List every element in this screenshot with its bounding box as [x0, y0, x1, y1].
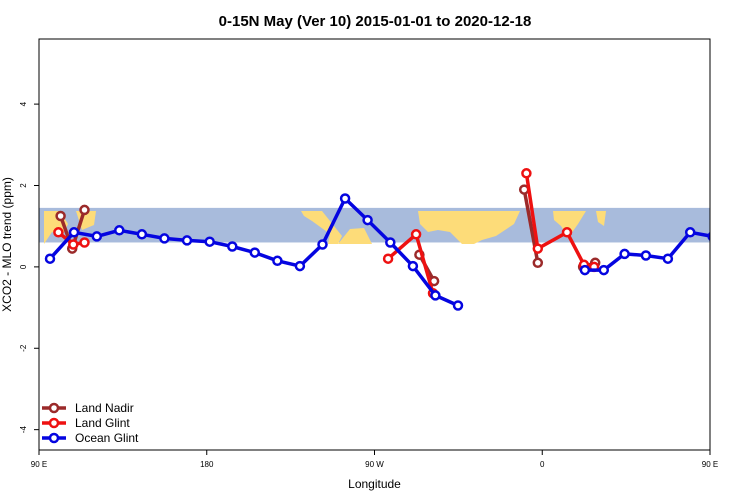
- land-nadir-point: [532, 257, 544, 269]
- ocean-glint-point: [181, 235, 193, 246]
- legend-label: Land Nadir: [75, 401, 134, 415]
- y-tick-label: -2: [19, 344, 28, 352]
- ocean-glint-point: [452, 300, 464, 311]
- ocean-glint-point: [430, 290, 441, 301]
- land-nadir-line: [732, 210, 750, 249]
- y-tick-label: 0: [19, 264, 28, 269]
- legend-marker: [48, 402, 60, 414]
- land-glint-point: [79, 237, 90, 248]
- y-axis-label: XCO2 - MLO trend (ppm): [0, 177, 14, 312]
- ocean-glint-point: [598, 264, 610, 276]
- land-glint-point: [561, 227, 573, 238]
- ocean-glint-point: [385, 237, 396, 248]
- land-glint-point: [521, 168, 532, 179]
- legend-label: Land Glint: [75, 416, 130, 430]
- ocean-glint-point: [249, 247, 261, 258]
- ocean-glint-point: [204, 236, 215, 247]
- x-tick-label: 180: [200, 460, 214, 469]
- chart-title: 0-15N May (Ver 10) 2015-01-01 to 2020-12…: [219, 13, 532, 30]
- ocean-glint-point: [579, 264, 591, 276]
- ocean-glint-point: [731, 226, 739, 234]
- x-axis-label: Longitude: [348, 477, 401, 491]
- series-ocean-glint: [44, 193, 739, 311]
- ocean-glint-point: [662, 253, 674, 264]
- y-tick-label: 4: [19, 101, 28, 106]
- ocean-glint-point: [407, 260, 419, 272]
- ocean-glint-point: [114, 225, 125, 236]
- legend-item-land-glint: Land Glint: [42, 416, 130, 430]
- legend-item-land-nadir: Land Nadir: [42, 401, 134, 415]
- x-tick-label: 90 E: [702, 460, 718, 469]
- land-nadir-point: [79, 204, 90, 216]
- ocean-glint-point: [272, 255, 283, 267]
- land-glint-line: [731, 188, 750, 243]
- x-tick-label: 90 E: [31, 460, 47, 469]
- ocean-glint-point: [68, 227, 80, 238]
- series-layer: [44, 168, 750, 311]
- y-axis: -4 -2 0 2 4: [19, 101, 39, 433]
- ocean-glint-point: [136, 229, 148, 240]
- land-indochina: [596, 211, 606, 226]
- y-tick-label: -4: [19, 426, 28, 434]
- land-india: [553, 211, 586, 238]
- ocean-glint-line: [583, 230, 710, 272]
- land-glint-point: [68, 239, 79, 250]
- ocean-glint-point: [362, 214, 373, 226]
- land-glint-point: [532, 243, 544, 254]
- ocean-glint-point: [91, 231, 103, 242]
- ocean-glint-point: [619, 248, 630, 260]
- plot-frame: [38, 38, 711, 451]
- ocean-glint-point: [227, 241, 238, 252]
- x-tick-label: 90 W: [365, 460, 384, 469]
- x-axis: 90 E 180 90 W 0 90 E: [31, 450, 718, 469]
- ocean-glint-point: [640, 250, 652, 261]
- land-glint-point: [382, 253, 394, 264]
- y-tick-label: 2: [19, 183, 28, 188]
- land-glint-point: [53, 227, 64, 238]
- land-nadir-point: [728, 216, 736, 224]
- land-south-america: [338, 228, 372, 244]
- ocean-glint-point: [684, 227, 696, 238]
- land-glint-point: [410, 229, 422, 240]
- x-tick-label: 0: [540, 460, 545, 469]
- legend-label: Ocean Glint: [75, 431, 139, 445]
- ocean-glint-point: [159, 233, 170, 244]
- legend-marker: [48, 432, 60, 444]
- plot-area: [39, 168, 750, 311]
- legend-marker: [48, 417, 60, 429]
- land-glint-point: [727, 184, 735, 192]
- ocean-glint-point: [339, 193, 351, 204]
- ocean-glint-point: [44, 253, 56, 264]
- legend-item-ocean-glint: Ocean Glint: [42, 431, 139, 445]
- land-africa: [418, 211, 520, 244]
- ocean-glint-point: [294, 260, 306, 272]
- ocean-glint-point: [317, 239, 328, 250]
- land-central-america: [301, 211, 342, 244]
- land-nadir-point: [55, 210, 66, 222]
